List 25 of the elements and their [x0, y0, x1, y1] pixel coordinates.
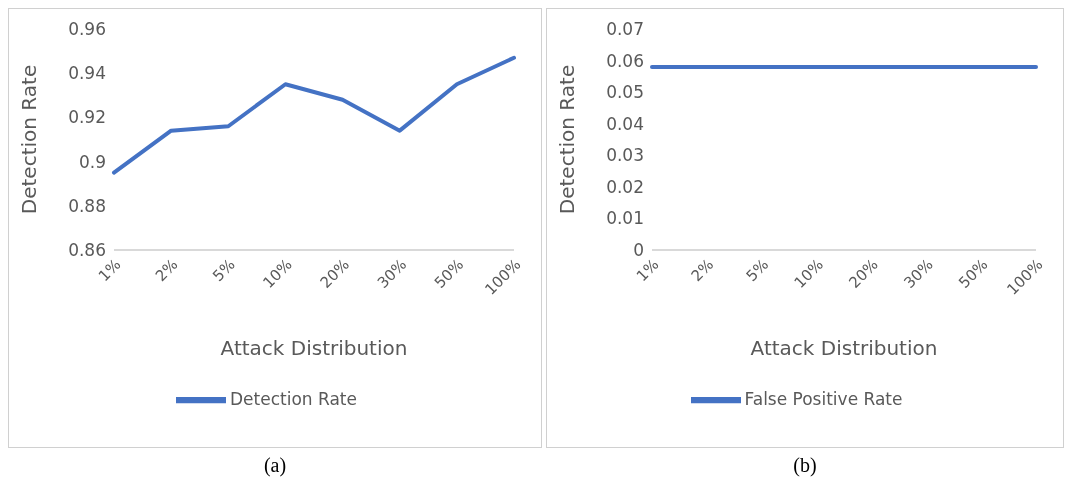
y-tick-label: 0.06	[606, 50, 644, 71]
text: (a)	[263, 454, 287, 477]
x-tick-label: 5%	[209, 255, 239, 286]
y-axis-title: Detection Rate	[555, 64, 580, 215]
y-tick-label: 0.9	[78, 151, 106, 172]
y-tick-label: 0.92	[68, 107, 106, 128]
legend-label: False Positive Rate	[744, 389, 903, 409]
x-tick-label: 5%	[742, 255, 773, 286]
line-series	[112, 55, 516, 175]
x-axis-title: Attack Distribution	[750, 336, 938, 360]
y-tick-label: 0.94	[68, 63, 106, 84]
legend-label: Detection Rate	[230, 389, 357, 409]
y-tick-label: 0.88	[68, 195, 106, 216]
x-tick-label: 2%	[687, 255, 718, 286]
y-tick-label: 0.03	[606, 145, 644, 166]
y-axis-title: Detection Rate	[17, 64, 42, 215]
y-tick-label: 0.07	[606, 19, 644, 40]
y-tick-label: 0.01	[606, 208, 644, 229]
y-tick-label: 0.96	[68, 19, 106, 40]
x-axis-title: Attack Distribution	[220, 336, 408, 360]
y-tick-label: 0.02	[606, 176, 644, 197]
y-tick-label: 0.04	[606, 113, 644, 134]
text: (b)	[793, 454, 817, 477]
x-tick-label: 2%	[151, 255, 182, 286]
y-tick-label: 0.05	[606, 82, 644, 103]
